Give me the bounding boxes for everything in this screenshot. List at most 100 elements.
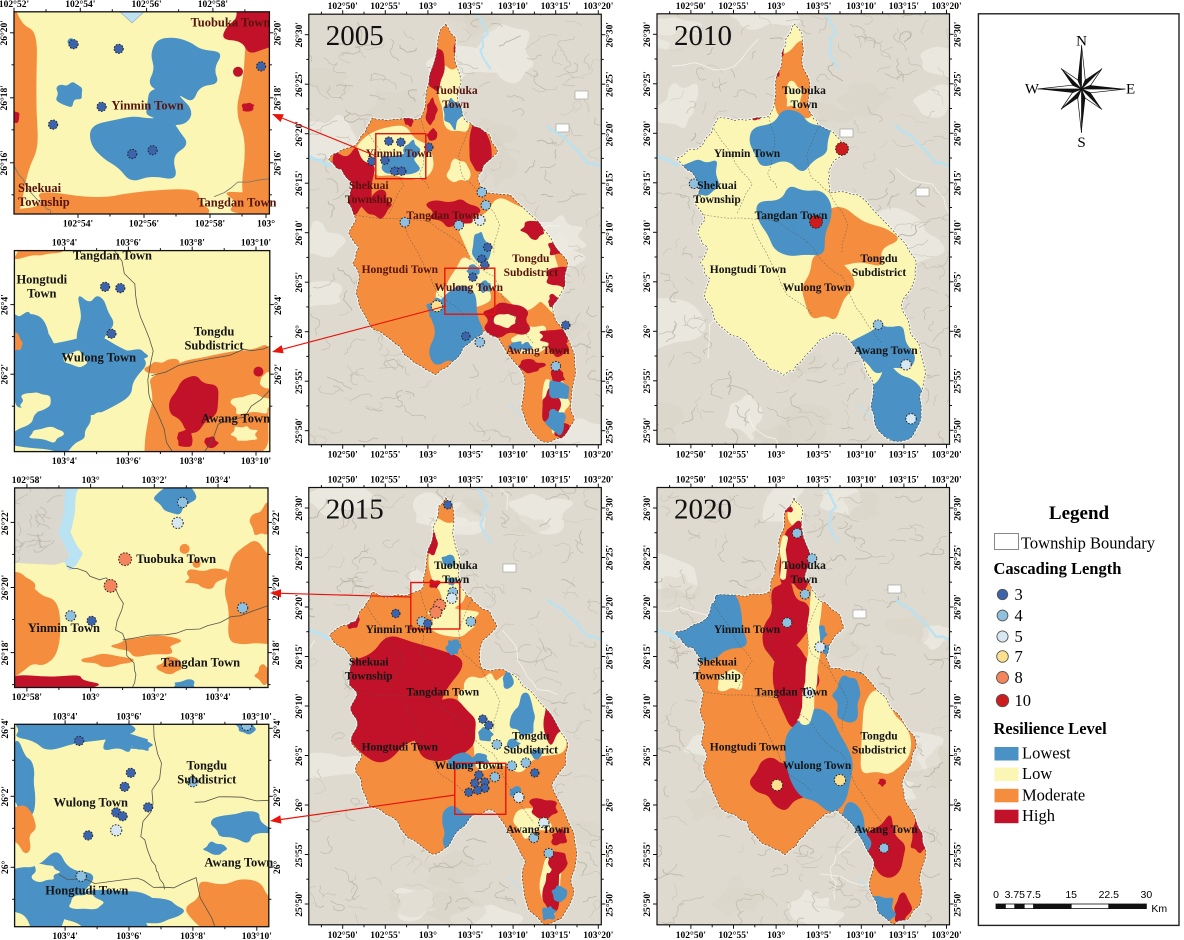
svg-text:26°10': 26°10' [953, 220, 964, 245]
svg-text:7.5: 7.5 [1026, 889, 1041, 901]
svg-text:26°15': 26°15' [642, 644, 653, 669]
svg-text:Shekuai: Shekuai [349, 656, 389, 668]
svg-text:26°2': 26°2' [272, 786, 283, 807]
svg-text:103°20': 103°20' [583, 450, 613, 461]
svg-text:26°: 26° [272, 860, 283, 874]
svg-text:Tuobuka: Tuobuka [782, 560, 826, 572]
svg-text:102°56': 102°56' [131, 0, 161, 10]
svg-text:Low: Low [1022, 764, 1052, 783]
svg-text:103°20': 103°20' [931, 449, 961, 460]
svg-text:2015: 2015 [326, 494, 384, 526]
svg-text:103°10': 103°10' [241, 456, 271, 467]
svg-text:26°10': 26°10' [642, 220, 653, 245]
svg-text:103°5': 103°5' [806, 449, 831, 460]
svg-text:Tuobuka: Tuobuka [434, 560, 478, 572]
svg-text:26°20': 26°20' [642, 121, 653, 146]
svg-text:4: 4 [1015, 606, 1023, 625]
svg-text:26°20': 26°20' [604, 121, 615, 146]
svg-text:Hongtudi Town: Hongtudi Town [710, 264, 787, 276]
svg-text:102°55': 102°55' [370, 475, 400, 486]
svg-text:103°: 103° [419, 475, 437, 486]
svg-text:102°55': 102°55' [718, 930, 748, 940]
svg-text:High: High [1022, 806, 1056, 825]
svg-text:103°6': 103°6' [116, 931, 141, 940]
svg-text:26°10': 26°10' [294, 220, 305, 245]
svg-text:26°25': 26°25' [294, 71, 305, 96]
svg-text:S: S [1077, 135, 1085, 151]
svg-text:102°56': 102°56' [129, 219, 159, 230]
svg-text:26°20': 26°20' [953, 594, 964, 619]
svg-text:103°20': 103°20' [583, 930, 613, 940]
svg-text:Township: Township [693, 671, 741, 683]
svg-text:Tangdan Town: Tangdan Town [755, 687, 828, 699]
svg-text:26°5': 26°5' [642, 271, 653, 292]
svg-text:103°15': 103°15' [889, 1, 919, 12]
svg-text:Hongtudi Town: Hongtudi Town [362, 264, 439, 276]
svg-text:25°55': 25°55' [294, 368, 305, 393]
svg-text:103°6': 103°6' [116, 238, 141, 249]
svg-text:Hongtudi Town: Hongtudi Town [362, 742, 439, 754]
svg-text:Hongtudi: Hongtudi [16, 273, 67, 287]
svg-text:103°6': 103°6' [116, 711, 141, 722]
svg-text:Tuobuka: Tuobuka [434, 85, 478, 97]
svg-text:103°10': 103°10' [846, 449, 876, 460]
svg-text:26°20': 26°20' [0, 575, 11, 600]
svg-text:103°4': 103°4' [205, 692, 230, 703]
svg-text:Tangdan Town: Tangdan Town [406, 210, 479, 222]
svg-text:2010: 2010 [674, 20, 732, 52]
svg-text:Subdistrict: Subdistrict [852, 267, 906, 279]
svg-text:103°: 103° [82, 692, 100, 703]
svg-text:Cascading Length: Cascading Length [994, 559, 1122, 578]
svg-text:26°: 26° [953, 798, 964, 812]
svg-text:103°10': 103°10' [498, 450, 528, 461]
svg-text:103°10': 103°10' [846, 475, 876, 486]
svg-text:Awang Town: Awang Town [506, 824, 570, 836]
svg-text:26°5': 26°5' [642, 745, 653, 766]
svg-text:26°20': 26°20' [642, 594, 653, 619]
svg-text:25°50': 25°50' [604, 418, 615, 443]
svg-text:103°5': 103°5' [458, 475, 483, 486]
svg-text:103°2': 103°2' [142, 692, 167, 703]
svg-text:102°54': 102°54' [65, 0, 95, 10]
svg-text:Tongdu: Tongdu [512, 253, 550, 265]
svg-text:26°5': 26°5' [953, 745, 964, 766]
svg-text:102°54': 102°54' [63, 219, 93, 230]
svg-text:103°15': 103°15' [541, 450, 571, 461]
svg-text:Shekuai: Shekuai [697, 656, 737, 668]
svg-text:102°55': 102°55' [370, 930, 400, 940]
svg-text:103°8': 103°8' [179, 456, 204, 467]
svg-text:26°15': 26°15' [642, 170, 653, 195]
svg-text:26°: 26° [0, 860, 11, 874]
svg-text:2005: 2005 [326, 20, 384, 52]
svg-text:15: 15 [1065, 889, 1077, 901]
svg-text:Hongtudi Town: Hongtudi Town [710, 742, 787, 754]
svg-text:Tangdan Town: Tangdan Town [73, 249, 152, 263]
svg-text:Awang Town: Awang Town [854, 345, 918, 357]
svg-text:Town: Town [442, 99, 470, 111]
svg-text:26°5': 26°5' [294, 745, 305, 766]
svg-text:103°10': 103°10' [242, 931, 272, 940]
svg-text:E: E [1126, 82, 1135, 98]
svg-text:103°10': 103°10' [846, 1, 876, 12]
svg-text:Wulong Town: Wulong Town [435, 282, 504, 294]
svg-text:103°10': 103°10' [242, 711, 272, 722]
svg-text:26°: 26° [642, 324, 653, 338]
svg-text:Town: Town [27, 287, 56, 301]
svg-text:26°25': 26°25' [604, 71, 615, 96]
svg-text:26°18': 26°18' [273, 85, 284, 110]
svg-text:102°52': 102°52' [0, 0, 29, 10]
svg-text:26°2': 26°2' [0, 786, 11, 807]
svg-text:103°: 103° [767, 1, 785, 12]
svg-text:103°10': 103°10' [498, 930, 528, 940]
svg-text:5: 5 [1015, 627, 1023, 646]
svg-text:26°: 26° [604, 798, 615, 812]
svg-text:Township: Township [18, 195, 70, 209]
svg-text:Tangdan Town: Tangdan Town [161, 655, 240, 669]
svg-text:Yinmin Town: Yinmin Town [28, 621, 100, 635]
svg-text:25°55': 25°55' [294, 842, 305, 867]
svg-text:26°: 26° [294, 798, 305, 812]
svg-text:103°15': 103°15' [541, 1, 571, 12]
svg-text:26°15': 26°15' [953, 170, 964, 195]
svg-text:26°25': 26°25' [604, 545, 615, 570]
svg-text:Town: Town [790, 574, 818, 586]
